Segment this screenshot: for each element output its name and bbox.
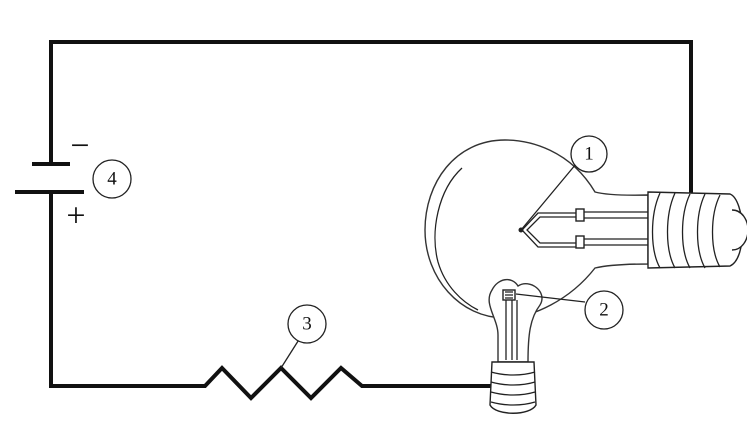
marker-3-leader [280, 337, 301, 369]
negative-sign: − [70, 128, 89, 165]
large-lamp-screw-base [647, 191, 744, 269]
small-lamp [488, 279, 543, 414]
marker-2-leader [515, 293, 586, 303]
upper-lead-clamp [575, 208, 585, 222]
small-lamp-screw-threads [490, 371, 536, 406]
large-lamp-glass-highlight [434, 167, 479, 311]
large-lamp [424, 139, 747, 319]
marker-1-label: 1 [584, 144, 594, 165]
battery: − + [15, 128, 90, 235]
battery-lead-wire [49, 192, 499, 401]
marker-3-label: 3 [302, 314, 312, 335]
marker-4-label: 4 [107, 169, 117, 190]
marker-1-leader [520, 163, 577, 231]
filament-support-lower [582, 238, 648, 246]
large-lamp-bulb [424, 139, 649, 319]
marker-2-label: 2 [599, 300, 609, 321]
marker-3: 3 [287, 304, 327, 344]
positive-sign: + [66, 198, 85, 235]
large-lamp-contact [731, 209, 747, 251]
circuit-wire [49, 40, 693, 195]
filament-2 [505, 291, 513, 299]
small-lamp-supports [505, 300, 518, 360]
marker-1: 1 [570, 135, 608, 173]
large-lamp-screw-threads [651, 192, 721, 269]
filament-support-upper [582, 211, 648, 219]
marker-2: 2 [584, 290, 624, 330]
marker-4: 4 [92, 159, 132, 199]
lower-lead-clamp [575, 235, 585, 249]
